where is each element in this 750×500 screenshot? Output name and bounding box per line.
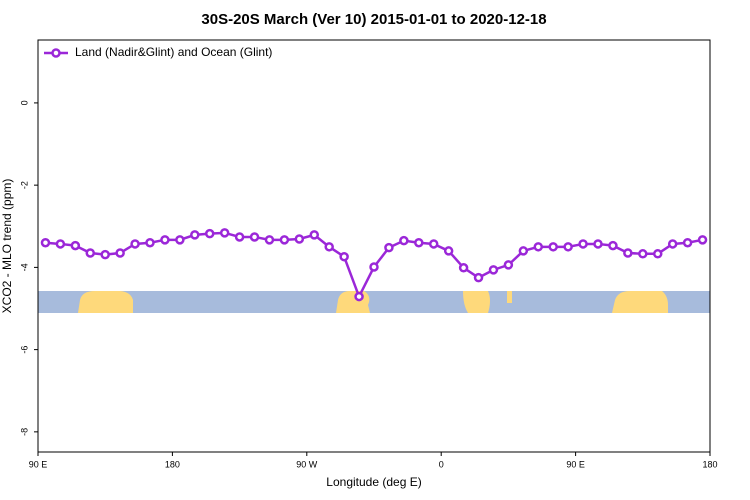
point — [160, 235, 170, 245]
point — [518, 246, 529, 256]
point — [533, 242, 544, 252]
point — [428, 239, 439, 249]
point — [414, 237, 424, 248]
x-tick-label: 180 — [165, 459, 180, 469]
y-axis-label: XCO2 - MLO trend (ppm) — [0, 179, 14, 314]
x-axis-label: Longitude (deg E) — [326, 475, 421, 489]
point — [190, 230, 200, 240]
point — [145, 237, 155, 248]
point — [593, 239, 603, 249]
point — [578, 239, 588, 249]
point — [324, 242, 334, 252]
point — [667, 239, 678, 249]
point — [264, 235, 275, 245]
plot-frame — [37, 39, 711, 453]
point — [458, 263, 469, 273]
x-tick-label: 0 — [439, 459, 444, 469]
point — [85, 248, 96, 258]
point — [443, 246, 454, 256]
y-tick-label: 0 — [19, 100, 29, 105]
point — [70, 240, 81, 251]
chart-title: 30S-20S March (Ver 10) 2015-01-01 to 202… — [201, 11, 546, 28]
point — [399, 235, 409, 246]
point — [608, 240, 618, 251]
point — [563, 242, 573, 252]
point — [488, 265, 499, 275]
point — [503, 260, 514, 270]
point — [40, 237, 51, 248]
point — [652, 249, 663, 259]
point — [354, 291, 364, 302]
point — [55, 239, 66, 249]
point — [697, 235, 708, 245]
point — [473, 272, 484, 283]
y-tick-label: -2 — [19, 181, 29, 189]
y-tick-label: -6 — [19, 346, 29, 354]
point — [130, 239, 140, 249]
point — [100, 249, 110, 260]
legend-marker — [51, 48, 61, 58]
point — [638, 249, 648, 259]
point — [294, 234, 305, 244]
legend-label: Land (Nadir&Glint) and Ocean (Glint) — [75, 45, 272, 59]
point — [175, 235, 185, 245]
point — [115, 248, 125, 258]
y-tick-label: -8 — [19, 428, 29, 436]
point — [309, 230, 320, 240]
point — [548, 242, 558, 252]
land-ocean-strip — [38, 291, 710, 313]
point — [249, 232, 260, 242]
point — [279, 235, 290, 245]
x-tick-label: 180 — [702, 459, 717, 469]
point — [234, 232, 245, 242]
y-tick-label: -4 — [19, 263, 29, 271]
point — [219, 228, 230, 238]
x-tick-label: 90 E — [29, 459, 48, 469]
point — [384, 242, 394, 253]
point — [204, 228, 215, 239]
point — [339, 251, 349, 262]
point — [369, 262, 379, 272]
point — [682, 237, 693, 248]
x-tick-label: 90 E — [566, 459, 585, 469]
x-tick-label: 90 W — [296, 459, 318, 469]
point — [623, 248, 633, 258]
